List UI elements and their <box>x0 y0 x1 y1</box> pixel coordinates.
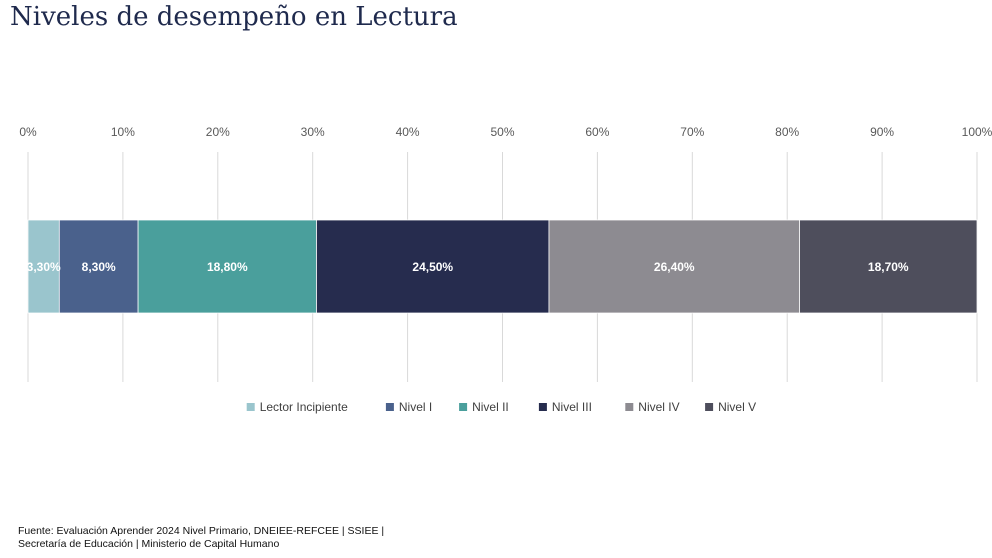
x-tick-label: 0% <box>19 125 37 139</box>
legend-swatch <box>625 403 634 411</box>
x-tick-label: 50% <box>490 125 514 139</box>
legend-label: Nivel II <box>472 400 509 414</box>
stacked-bar-chart: 0% 10% 20% 30% 40% 50% 60% 70% 80% 90% 100% 3,30% 8… <box>19 125 992 414</box>
x-tick-label: 10% <box>111 125 135 139</box>
legend-label: Nivel III <box>552 400 592 414</box>
data-labels: 3,30% 8,30% 18,80% 24,50% 26,40% 18,70% <box>27 260 909 274</box>
legend-swatch <box>246 403 255 411</box>
legend-swatch <box>459 403 468 411</box>
x-tick-label: 70% <box>680 125 704 139</box>
page-title: Niveles de desempeño en Lectura <box>10 2 458 32</box>
x-axis-tick-labels: 0% 10% 20% 30% 40% 50% 60% 70% 80% 90% 100% <box>19 125 992 139</box>
legend-label: Lector Incipiente <box>260 400 348 414</box>
data-label: 3,30% <box>27 260 61 274</box>
legend-swatch <box>538 403 547 411</box>
bar-segment <box>799 219 978 314</box>
source-line-2: Secretaría de Educación | Ministerio de … <box>18 538 280 550</box>
x-tick-label: 20% <box>206 125 230 139</box>
x-tick-label: 60% <box>585 125 609 139</box>
source-note: Fuente: Evaluación Aprender 2024 Nivel P… <box>18 525 384 551</box>
data-label: 24,50% <box>412 260 453 274</box>
data-label: 26,40% <box>654 260 695 274</box>
legend: Lector Incipiente Nivel I Nivel II Nivel II… <box>246 400 756 414</box>
legend-swatch <box>385 403 394 411</box>
x-tick-label: 90% <box>870 125 894 139</box>
x-tick-label: 80% <box>775 125 799 139</box>
legend-label: Nivel IV <box>638 400 679 414</box>
source-line-1: Fuente: Evaluación Aprender 2024 Nivel P… <box>18 525 385 537</box>
legend-label: Nivel I <box>399 400 432 414</box>
bar-segment <box>548 219 800 314</box>
x-tick-label: 30% <box>301 125 325 139</box>
legend-label: Nivel V <box>718 400 756 414</box>
bar-segment <box>137 219 317 314</box>
bar-segments <box>27 219 978 314</box>
x-tick-label: 100% <box>962 125 992 139</box>
x-tick-label: 40% <box>396 125 420 139</box>
data-label: 18,70% <box>868 260 909 274</box>
data-label: 18,80% <box>207 260 248 274</box>
data-label: 8,30% <box>82 260 116 274</box>
legend-swatch <box>705 403 714 411</box>
